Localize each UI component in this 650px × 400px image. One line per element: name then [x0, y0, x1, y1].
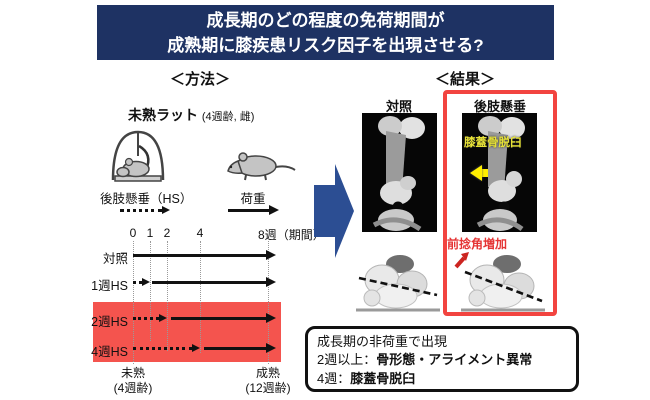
- tick-week0: 0: [129, 226, 137, 240]
- result-section-header: ＜結果＞: [434, 71, 495, 88]
- timeline-highlight-band: [93, 302, 281, 362]
- anteversion-annotation: 前捻角増加: [447, 237, 508, 251]
- maturity-end-name: 成熟: [255, 366, 280, 380]
- method-section-header: ＜方法＞: [169, 71, 230, 88]
- summary-line2-finding: 骨形態・アライメント異常: [376, 352, 533, 368]
- loading-method-label: 荷重: [240, 192, 266, 206]
- gridline-week8: [268, 241, 269, 364]
- femur-render-suspension: [476, 116, 525, 232]
- maturity-start-note: (4週齢): [113, 381, 153, 395]
- timeline-dotted-1w: [133, 278, 150, 286]
- tick-week1: 1: [146, 226, 154, 240]
- maturity-end-label: 成熟 (12週齢): [236, 366, 300, 396]
- summary-box: 成長期の非荷重で出現 2週以上：骨形態・アライメント異常 4週：膝蓋骨脱臼: [305, 326, 579, 392]
- timeline-row-label-4w: 4週HS: [91, 345, 128, 359]
- suspension-dotted-arrow: [120, 206, 170, 214]
- figure-title-line1: 成長期のどの程度の免荷期間が: [206, 11, 445, 30]
- timeline-row-label-1w: 1週HS: [91, 279, 128, 293]
- loading-solid-arrow: [228, 205, 279, 215]
- timeline-dotted-4w: [133, 344, 200, 352]
- tick-week8-value: 8週: [258, 228, 277, 242]
- yellow-arrow-stub: [482, 169, 488, 177]
- gridline-week1: [150, 241, 151, 341]
- timeline-row-label-2w: 2週HS: [91, 315, 128, 329]
- result-control-label: 対照: [385, 99, 412, 114]
- tick-week8-unit: （期間）: [276, 228, 325, 242]
- suspension-method-label: 後肢懸垂（HS）: [100, 192, 193, 206]
- timeline-arrow-2w: [171, 313, 276, 323]
- tick-week8: 8週（期間）: [258, 226, 325, 243]
- subject-note: (4週齢, 雌): [201, 111, 255, 123]
- maturity-start-label: 未熟 (4週齢): [101, 366, 165, 396]
- maturity-start-name: 未熟: [120, 366, 145, 380]
- gridline-week4: [200, 241, 201, 353]
- subject-label: 未熟ラット (4週齢, 雌): [128, 105, 254, 125]
- result-highlight-box: [443, 90, 557, 316]
- figure-title-line2: 成熟期に膝疾患リスク因子を出現させる?: [167, 36, 484, 55]
- suspension-cage-icon: [111, 130, 165, 182]
- ct-image-control: [362, 113, 437, 232]
- summary-line2: 2週以上：骨形態・アライメント異常: [317, 351, 567, 369]
- flow-arrow-icon: [314, 164, 354, 258]
- bone-axial-control: [356, 255, 440, 312]
- subject-name: 未熟ラット: [128, 107, 198, 123]
- tick-week4: 4: [196, 226, 204, 240]
- timeline-row-label-control: 対照: [102, 252, 128, 266]
- timeline-arrow-4w: [204, 343, 276, 353]
- gridline-week2: [167, 241, 168, 351]
- summary-line3-prefix: 4週：: [317, 370, 351, 386]
- timeline-arrow-control: [133, 250, 276, 260]
- maturity-end-note: (12週齢): [245, 381, 291, 395]
- summary-line3: 4週：膝蓋骨脱臼: [317, 370, 567, 388]
- timeline-arrow-1w: [152, 277, 276, 287]
- red-arrow-icon: [454, 252, 469, 269]
- summary-line3-finding: 膝蓋骨脱臼: [350, 370, 416, 386]
- rat-icon: [227, 152, 296, 181]
- bone-axial-suspension: [461, 255, 545, 312]
- patella-dislocation-annotation: 膝蓋骨脱臼: [464, 137, 522, 149]
- femur-render-control: [372, 116, 425, 232]
- timeline-dotted-2w: [133, 314, 167, 322]
- summary-line1: 成長期の非荷重で出現: [317, 334, 448, 349]
- gridline-week0: [133, 241, 134, 364]
- result-suspension-label: 後肢懸垂: [473, 99, 526, 114]
- figure-title: 成長期のどの程度の免荷期間が 成熟期に膝疾患リスク因子を出現させる?: [97, 5, 554, 60]
- summary-line2-prefix: 2週以上：: [317, 352, 377, 368]
- yellow-arrow-icon: [470, 165, 488, 181]
- yellow-arrow-head: [470, 165, 482, 181]
- tick-week2: 2: [163, 226, 171, 240]
